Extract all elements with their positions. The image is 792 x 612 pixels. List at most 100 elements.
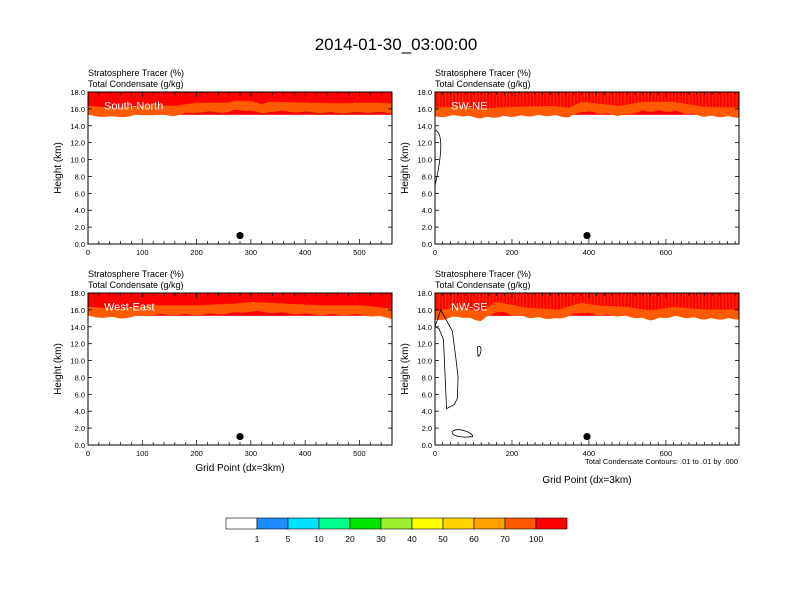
x-tick-label: 500 — [353, 449, 366, 458]
tracer-streak — [681, 92, 683, 103]
tracer-streak — [573, 293, 575, 305]
tracer-streak — [647, 293, 649, 310]
condensate-contour — [476, 346, 482, 357]
tracer-streak — [603, 92, 606, 104]
tracer-streak — [509, 92, 511, 107]
figure-title: 2014-01-30_03:00:00 — [315, 35, 478, 54]
tracer-streak — [718, 293, 720, 310]
colorbar-label: 70 — [500, 534, 510, 544]
tracer-streak — [529, 92, 531, 106]
colorbar-swatch — [287, 517, 320, 530]
colorbar-swatch — [256, 517, 289, 530]
tracer-streak — [570, 92, 572, 107]
tracer-streak — [664, 293, 666, 308]
panel-west-east: Stratosphere Tracer (%)Total Condensate … — [53, 269, 393, 474]
tracer-band-100 — [88, 293, 392, 309]
tracer-streak — [445, 293, 447, 309]
colorbar: 1 5 10 20 30 40 50 60 70 100 — [225, 517, 568, 544]
y-tick-label: 10.0 — [417, 156, 432, 165]
tracer-streak — [435, 293, 437, 311]
x-tick-label: 200 — [190, 449, 203, 458]
tracer-streak — [475, 92, 477, 108]
tracer-streak — [516, 293, 518, 306]
tracer-streak — [502, 92, 504, 107]
tracer-streak — [438, 293, 440, 311]
colorbar-swatch — [442, 517, 475, 530]
tracer-streak — [708, 92, 710, 107]
tracer-streak — [735, 92, 737, 108]
tracer-streak — [620, 293, 622, 307]
y-tick-label: 16.0 — [70, 306, 85, 315]
y-tick-label: 2.0 — [75, 223, 85, 232]
plot-frame — [434, 292, 740, 446]
tracer-streak — [661, 293, 663, 309]
colorbar-label: 60 — [469, 534, 479, 544]
tracer-streak — [563, 92, 565, 107]
tracer-streak — [482, 293, 484, 311]
tracer-streak — [495, 92, 497, 108]
tracer-streak — [482, 92, 484, 108]
tracer-streak — [617, 92, 619, 106]
tracer-streak — [630, 92, 633, 104]
y-tick-label: 18.0 — [70, 289, 85, 298]
tracer-streak — [701, 92, 704, 106]
x-tick-label: 400 — [583, 449, 596, 458]
y-tick-label: 0.0 — [75, 240, 85, 249]
y-tick-label: 14.0 — [417, 122, 432, 131]
tracer-streak — [614, 293, 616, 306]
tracer-streak — [465, 293, 467, 308]
y-tick-label: 0.0 — [422, 441, 432, 450]
tracer-streak — [725, 92, 727, 107]
tracer-streak — [590, 293, 592, 304]
y-tick-label: 6.0 — [75, 390, 85, 399]
y-tick-label: 12.0 — [417, 340, 432, 349]
tracer-streak — [674, 293, 677, 307]
tracer-streak — [684, 92, 687, 104]
colorbar-swatch — [349, 517, 382, 530]
tracer-streak — [624, 293, 626, 307]
x-tick-label: 600 — [660, 248, 673, 257]
tracer-streak — [735, 293, 737, 310]
tracer-streak — [590, 92, 592, 103]
tracer-streak — [549, 293, 552, 309]
tracer-streak — [580, 293, 582, 303]
panel-subtitle: Total Condensate (g/kg) — [435, 79, 531, 89]
tracer-streak — [512, 92, 514, 107]
tracer-streak — [644, 293, 646, 310]
tracer-streak — [532, 92, 535, 106]
tracer-streak — [512, 293, 514, 305]
tracer-streak — [441, 92, 443, 107]
x-tick-label: 200 — [190, 248, 203, 257]
tracer-streak — [448, 293, 450, 309]
x-tick-label: 400 — [583, 248, 596, 257]
tracer-streak — [614, 92, 616, 105]
tracer-streak — [695, 92, 697, 105]
tracer-streak — [472, 293, 474, 310]
tracer-streak — [489, 293, 491, 306]
tracer-streak — [509, 293, 511, 304]
panel-subtitle: Stratosphere Tracer (%) — [88, 269, 184, 279]
tracer-streak — [634, 92, 636, 103]
tracer-streak — [566, 293, 568, 307]
panel-subtitle: Total Condensate (g/kg) — [88, 280, 184, 290]
tracer-field — [88, 92, 392, 118]
tracer-streak — [580, 92, 582, 102]
tracer-streak — [451, 293, 454, 308]
x-tick-label: 0 — [433, 248, 437, 257]
x-tick-label: 100 — [136, 449, 149, 458]
panel-subtitle: Stratosphere Tracer (%) — [88, 68, 184, 78]
panel-subtitle: Total Condensate (g/kg) — [435, 280, 531, 290]
tracer-streak — [438, 92, 440, 107]
y-tick-label: 18.0 — [70, 88, 85, 97]
tracer-streak — [637, 92, 639, 103]
tracer-streak — [536, 293, 538, 308]
surface-marker — [236, 231, 244, 240]
tracer-streak — [445, 92, 447, 107]
tracer-streak — [495, 293, 497, 302]
tracer-streak — [499, 293, 501, 302]
y-axis-label: Height (km) — [53, 343, 64, 395]
tracer-streak — [715, 293, 717, 310]
x-tick-label: 0 — [433, 449, 437, 458]
tracer-streak — [674, 92, 677, 102]
tracer-streak — [607, 293, 609, 306]
